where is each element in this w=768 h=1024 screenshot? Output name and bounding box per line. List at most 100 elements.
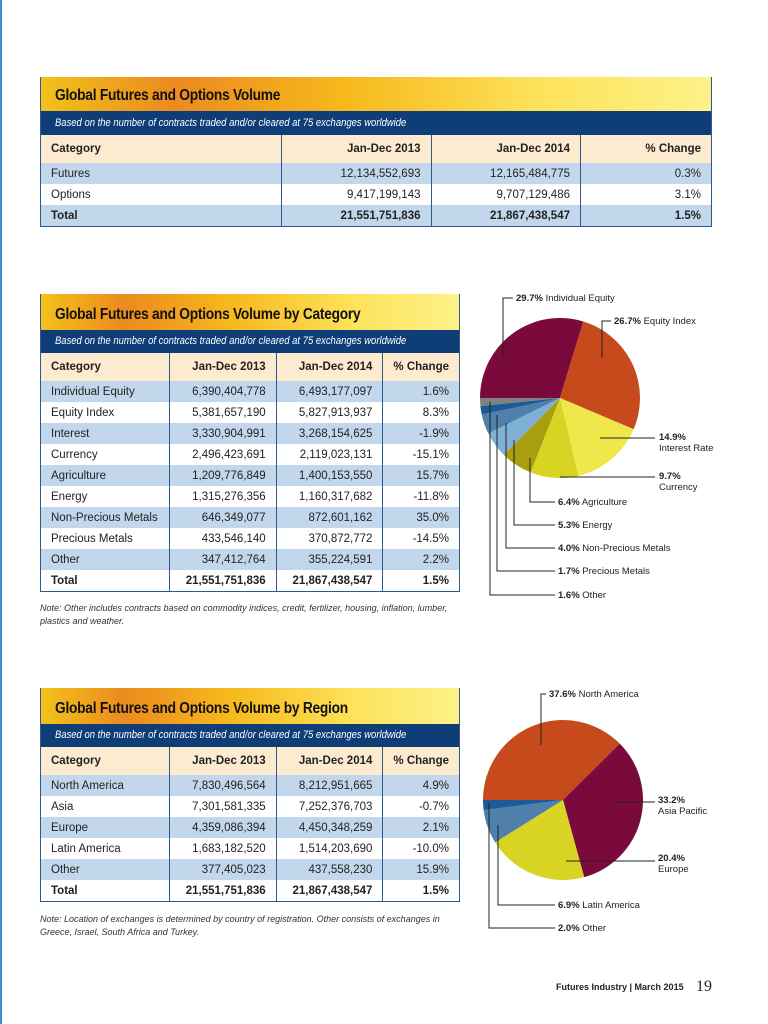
table-row: Options 9,417,199,143 9,707,129,486 3.1%: [41, 184, 711, 205]
volume-table-panel: Global Futures and Options Volume Based …: [40, 77, 712, 227]
table-cell: 21,551,751,836: [169, 880, 277, 901]
leader-line: [513, 440, 555, 526]
table-cell: 3.1%: [580, 184, 711, 205]
pie-slice-latin-america: [483, 800, 563, 843]
table-title: Global Futures and Options Volume by Reg…: [55, 700, 348, 717]
table-row: Energy 1,315,276,356 1,160,317,682 -11.8%: [41, 486, 459, 507]
region-note: Note: Location of exchanges is determine…: [40, 914, 440, 937]
table-cell: 8.3%: [382, 402, 459, 423]
table-cell: 646,349,077: [169, 507, 277, 528]
table-cell: 3,268,154,625: [275, 423, 383, 444]
table-cell: Total: [41, 205, 282, 226]
table-cell: North America: [41, 775, 170, 796]
table-cell: Energy: [41, 486, 170, 507]
table-row: Agriculture 1,209,776,849 1,400,153,550 15.…: [41, 465, 459, 486]
pie-label: 20.4% Europe: [658, 853, 689, 875]
table-cell: 0.3%: [580, 163, 711, 184]
table-row: Total 21,551,751,836 21,867,438,547 1.5%: [41, 880, 459, 901]
table-cell: 1.5%: [382, 880, 459, 901]
region-table-panel: Global Futures and Options Volume by Reg…: [40, 688, 460, 902]
pie-label: 1.6% Other: [558, 590, 606, 601]
table-cell: 21,551,751,836: [281, 205, 431, 226]
pie-label-name: Individual Equity: [545, 293, 615, 304]
pie-label-name: Currency: [659, 482, 698, 493]
pie-label-pct: 14.9%: [659, 432, 686, 443]
pie-slice-asia-pacific: [563, 743, 644, 878]
pie-slice-other: [483, 800, 563, 811]
table-cell: 9,417,199,143: [281, 184, 431, 205]
table-subtitle: Based on the number of contracts traded …: [55, 729, 407, 741]
table-cell: Precious Metals: [41, 528, 170, 549]
pie-label-name: Agriculture: [581, 497, 628, 508]
pie-label: 33.2% Asia Pacific: [658, 795, 707, 817]
table-cell: 2,119,023,131: [275, 444, 383, 465]
table-cell: 2,496,423,691: [169, 444, 277, 465]
table-row: Asia 7,301,581,335 7,252,376,703 -0.7%: [41, 796, 459, 817]
pie-label: 9.7% Currency: [659, 471, 698, 493]
col-2014: Jan-Dec 2014: [430, 135, 581, 163]
table-cell: 3,330,904,991: [169, 423, 277, 444]
table-cell: 15.7%: [382, 465, 459, 486]
table-cell: Asia: [41, 796, 170, 817]
col-category: Category: [41, 353, 170, 381]
pie-label-name: Interest Rate: [659, 443, 714, 454]
category-table-panel: Global Futures and Options Volume by Cat…: [40, 294, 460, 592]
table-cell: -14.5%: [382, 528, 459, 549]
pie-label-pct: 1.6%: [558, 590, 580, 601]
table-cell: 1,315,276,356: [169, 486, 277, 507]
pie-label-pct: 1.7%: [558, 566, 580, 577]
table-cell: Agriculture: [41, 465, 170, 486]
table-row: North America 7,830,496,564 8,212,951,665 4…: [41, 775, 459, 796]
pie-label-name: Other: [582, 923, 607, 934]
col-2014: Jan-Dec 2014: [275, 353, 383, 381]
col-category: Category: [41, 747, 170, 775]
col-category: Category: [41, 135, 282, 163]
table-cell: 7,301,581,335: [169, 796, 277, 817]
leader-line: [540, 693, 546, 745]
footer: Futures Industry | March 2015: [556, 982, 684, 992]
table-cell: Other: [41, 549, 170, 570]
table-cell: Interest: [41, 423, 170, 444]
pie-label: 1.7% Precious Metals: [558, 566, 650, 577]
category-note: Note: Other includes contracts based on …: [40, 603, 448, 626]
pie-label-name: Latin America: [582, 900, 640, 911]
pie-slice-individual-equity: [480, 318, 584, 398]
table-cell: 21,867,438,547: [430, 205, 581, 226]
table-title: Global Futures and Options Volume by Cat…: [55, 306, 361, 323]
col-2013: Jan-Dec 2013: [169, 353, 277, 381]
pie-slice-equity-index: [560, 321, 640, 430]
pie-label-pct: 29.7%: [516, 293, 543, 304]
table-cell: 4,450,348,259: [275, 817, 383, 838]
table-cell: 12,165,484,775: [430, 163, 581, 184]
pie-label-pct: 4.0%: [558, 543, 580, 554]
table-cell: 437,558,230: [275, 859, 383, 880]
table-row: Individual Equity 6,390,404,778 6,493,177,…: [41, 381, 459, 402]
table-cell: Total: [41, 570, 170, 591]
pie-label-pct: 20.4%: [658, 853, 685, 864]
volume-table: Category Jan-Dec 2013 Jan-Dec 2014 % Cha…: [41, 135, 711, 226]
table-title: Global Futures and Options Volume: [55, 87, 281, 104]
table-cell: 15.9%: [382, 859, 459, 880]
table-cell: Individual Equity: [41, 381, 170, 402]
table-row: Europe 4,359,086,394 4,450,348,259 2.1%: [41, 817, 459, 838]
pie-label: 37.6% North America: [549, 689, 639, 700]
col-2013: Jan-Dec 2013: [281, 135, 431, 163]
pie-label: 14.9% Interest Rate: [659, 432, 713, 454]
table-row: Interest 3,330,904,991 3,268,154,625 -1.9%: [41, 423, 459, 444]
table-cell: Currency: [41, 444, 170, 465]
table-cell: 355,224,591: [275, 549, 383, 570]
table-cell: -11.8%: [382, 486, 459, 507]
table-cell: 1.6%: [382, 381, 459, 402]
table-cell: Other: [41, 859, 170, 880]
table-cell: 6,493,177,097: [275, 381, 383, 402]
table-cell: 370,872,772: [275, 528, 383, 549]
pie-label: 6.4% Agriculture: [558, 497, 627, 508]
table-subtitle: Based on the number of contracts traded …: [55, 117, 407, 129]
table-cell: 1,683,182,520: [169, 838, 277, 859]
pie-label: 4.0% Non-Precious Metals: [558, 543, 670, 554]
table-cell: 1.5%: [382, 570, 459, 591]
pie-slice-europe: [495, 800, 585, 880]
pie-label-name: Other: [582, 590, 607, 601]
table-subtitle: Based on the number of contracts traded …: [55, 335, 407, 347]
